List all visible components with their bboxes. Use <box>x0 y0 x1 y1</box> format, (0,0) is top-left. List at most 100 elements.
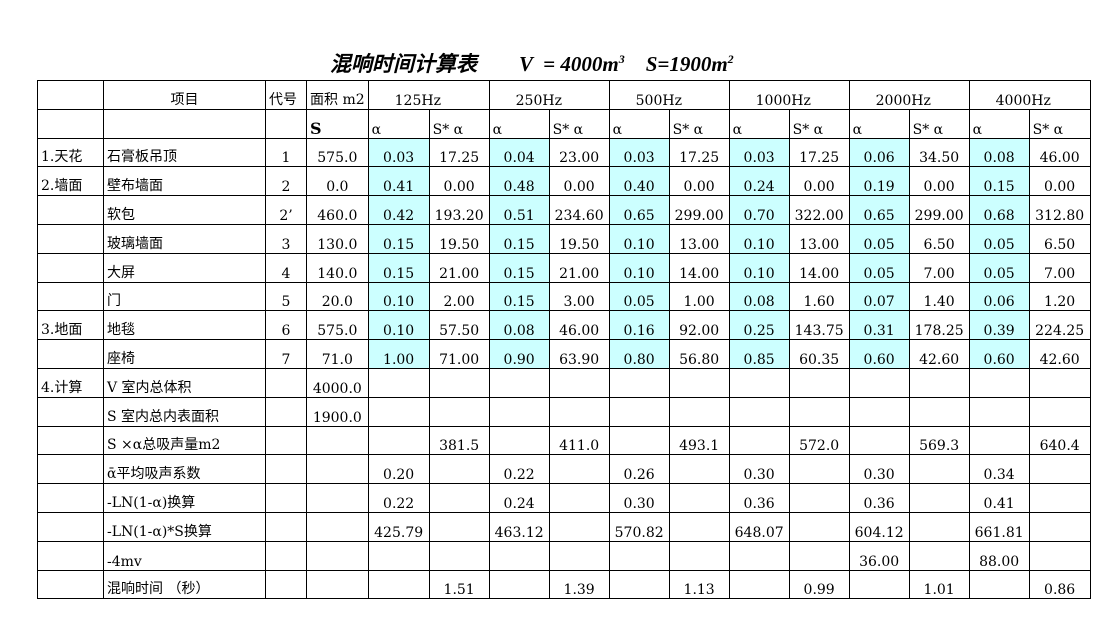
alpha-cell[interactable]: 0.08 <box>968 137 1030 168</box>
category-cell[interactable] <box>37 396 104 427</box>
s-alpha-cell[interactable] <box>1028 483 1091 513</box>
s-alpha-cell[interactable]: 42.60 <box>908 339 970 369</box>
category-cell[interactable]: 2.墙面 <box>37 166 104 197</box>
alpha-cell[interactable]: 0.24 <box>728 166 790 197</box>
s-alpha-cell[interactable] <box>548 540 610 571</box>
alpha-cell[interactable]: 604.12 <box>848 511 910 542</box>
s-alpha-cell[interactable]: 17.25 <box>668 137 730 168</box>
s-alpha-cell[interactable]: 1.01 <box>908 569 970 600</box>
alpha-cell[interactable] <box>488 425 550 456</box>
category-cell[interactable]: 4.计算 <box>37 367 104 398</box>
code-cell[interactable]: 4 <box>265 252 307 283</box>
s-alpha-cell[interactable]: 224.25 <box>1028 310 1091 341</box>
alpha-cell[interactable]: 0.36 <box>728 483 790 513</box>
s-alpha-cell[interactable]: 0.00 <box>428 166 490 197</box>
s-alpha-cell[interactable] <box>788 511 850 542</box>
s-alpha-cell[interactable]: 0.86 <box>1028 569 1091 600</box>
s-alpha-cell[interactable] <box>668 367 730 398</box>
s-alpha-cell[interactable] <box>1028 511 1091 542</box>
s-alpha-cell[interactable]: 1.51 <box>428 569 490 600</box>
s-alpha-cell[interactable]: 56.80 <box>668 339 730 369</box>
alpha-cell[interactable] <box>608 367 670 398</box>
code-cell[interactable] <box>265 483 307 513</box>
s-alpha-cell[interactable] <box>428 483 490 513</box>
subheader-alpha[interactable]: α <box>968 108 1030 139</box>
alpha-cell[interactable]: 0.34 <box>968 454 1030 485</box>
code-cell[interactable] <box>265 367 307 398</box>
s-alpha-cell[interactable] <box>908 454 970 485</box>
subheader-s-alpha[interactable]: S* α <box>908 108 970 139</box>
alpha-cell[interactable]: 88.00 <box>968 540 1030 571</box>
s-alpha-cell[interactable]: 14.00 <box>788 252 850 283</box>
s-alpha-cell[interactable]: 0.00 <box>668 166 730 197</box>
s-alpha-cell[interactable]: 17.25 <box>788 137 850 168</box>
alpha-cell[interactable]: 0.03 <box>728 137 790 168</box>
alpha-cell[interactable]: 0.10 <box>367 281 430 312</box>
area-cell[interactable]: 575.0 <box>306 310 369 341</box>
code-cell[interactable] <box>265 454 307 485</box>
alpha-cell[interactable] <box>848 569 910 600</box>
category-cell[interactable] <box>37 281 104 312</box>
s-alpha-cell[interactable] <box>548 483 610 513</box>
s-alpha-cell[interactable] <box>548 511 610 542</box>
s-alpha-cell[interactable] <box>908 367 970 398</box>
s-alpha-cell[interactable] <box>668 396 730 427</box>
header-item[interactable]: 项目 <box>103 80 266 110</box>
alpha-cell[interactable]: 0.05 <box>848 223 910 254</box>
alpha-cell[interactable] <box>608 569 670 600</box>
s-alpha-cell[interactable] <box>428 396 490 427</box>
s-alpha-cell[interactable]: 1.39 <box>548 569 610 600</box>
subheader-blank[interactable] <box>265 108 307 139</box>
alpha-cell[interactable] <box>968 396 1030 427</box>
s-alpha-cell[interactable]: 569.3 <box>908 425 970 456</box>
area-cell[interactable]: 460.0 <box>306 195 369 225</box>
area-cell[interactable]: 20.0 <box>306 281 369 312</box>
code-cell[interactable]: 2 <box>265 166 307 197</box>
s-alpha-cell[interactable] <box>668 483 730 513</box>
alpha-cell[interactable] <box>608 396 670 427</box>
s-alpha-cell[interactable] <box>428 511 490 542</box>
alpha-cell[interactable]: 0.48 <box>488 166 550 197</box>
alpha-cell[interactable]: 648.07 <box>728 511 790 542</box>
s-alpha-cell[interactable]: 640.4 <box>1028 425 1091 456</box>
s-alpha-cell[interactable]: 322.00 <box>788 195 850 225</box>
alpha-cell[interactable]: 36.00 <box>848 540 910 571</box>
alpha-cell[interactable]: 425.79 <box>367 511 430 542</box>
alpha-cell[interactable]: 0.68 <box>968 195 1030 225</box>
s-alpha-cell[interactable]: 19.50 <box>428 223 490 254</box>
s-alpha-cell[interactable]: 46.00 <box>548 310 610 341</box>
s-alpha-cell[interactable]: 13.00 <box>788 223 850 254</box>
s-alpha-cell[interactable]: 23.00 <box>548 137 610 168</box>
subheader-blank[interactable] <box>37 108 104 139</box>
category-cell[interactable] <box>37 425 104 456</box>
area-cell[interactable]: 140.0 <box>306 252 369 283</box>
item-cell[interactable]: S ×α总吸声量m2 <box>103 425 266 456</box>
alpha-cell[interactable]: 0.40 <box>608 166 670 197</box>
alpha-cell[interactable]: 0.10 <box>728 223 790 254</box>
s-alpha-cell[interactable]: 299.00 <box>668 195 730 225</box>
category-cell[interactable] <box>37 223 104 254</box>
s-alpha-cell[interactable]: 7.00 <box>1028 252 1091 283</box>
alpha-cell[interactable]: 0.65 <box>848 195 910 225</box>
category-cell[interactable] <box>37 511 104 542</box>
area-cell[interactable] <box>306 540 369 571</box>
alpha-cell[interactable]: 0.05 <box>608 281 670 312</box>
code-cell[interactable]: 5 <box>265 281 307 312</box>
subheader-alpha[interactable]: α <box>608 108 670 139</box>
s-alpha-cell[interactable]: 17.25 <box>428 137 490 168</box>
category-cell[interactable] <box>37 252 104 283</box>
alpha-cell[interactable]: 0.15 <box>367 223 430 254</box>
header-freq[interactable]: 1000Hz <box>728 80 850 110</box>
area-cell[interactable] <box>306 425 369 456</box>
s-alpha-cell[interactable]: 13.00 <box>668 223 730 254</box>
s-alpha-cell[interactable]: 381.5 <box>428 425 490 456</box>
area-cell[interactable]: 71.0 <box>306 339 369 369</box>
subheader-s-alpha[interactable]: S* α <box>788 108 850 139</box>
alpha-cell[interactable]: 0.26 <box>608 454 670 485</box>
s-alpha-cell[interactable]: 143.75 <box>788 310 850 341</box>
alpha-cell[interactable] <box>848 425 910 456</box>
alpha-cell[interactable] <box>488 367 550 398</box>
alpha-cell[interactable]: 0.07 <box>848 281 910 312</box>
s-alpha-cell[interactable] <box>788 540 850 571</box>
s-alpha-cell[interactable] <box>908 511 970 542</box>
